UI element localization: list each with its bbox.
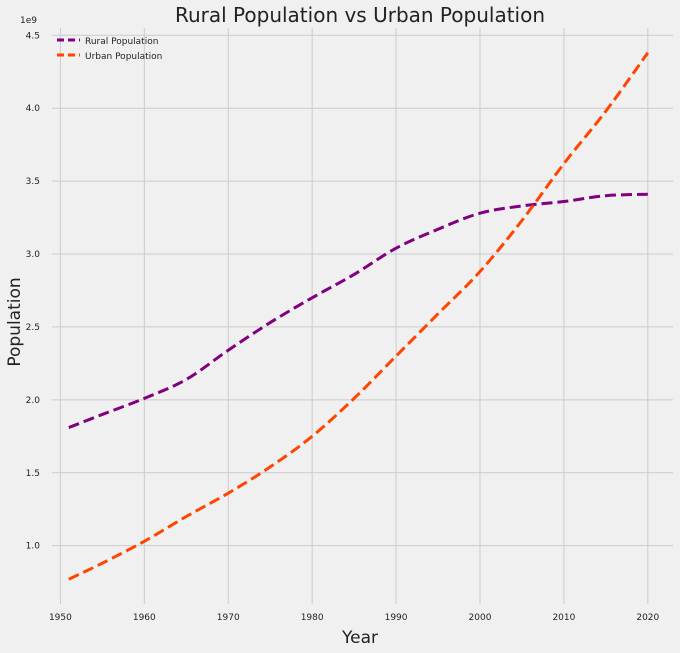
x-tick-label: 2010 [552, 613, 575, 623]
y-tick-label: 1.0 [26, 542, 41, 552]
y-tick-label: 4.5 [26, 31, 40, 41]
series-line-rural-population [68, 192, 648, 429]
y-axis-label: Population [5, 277, 25, 366]
y-tick-label: 2.5 [26, 323, 40, 333]
x-tick-label: 2020 [636, 613, 659, 623]
x-tick-label: 1990 [385, 613, 408, 623]
tick-labels: 1950 1960 1970 1980 1990 2000 2010 2020 1.0 1.5 2.… [26, 31, 660, 623]
x-tick-label: 1980 [301, 613, 324, 623]
x-tick-label: 1970 [217, 613, 240, 623]
legend-label-rural: Rural Population [85, 37, 158, 47]
grid [52, 28, 673, 604]
series-lines [68, 51, 650, 581]
y-offset-label: 1e9 [20, 16, 37, 26]
x-tick-label: 1950 [49, 613, 72, 623]
x-axis-label: Year [341, 628, 378, 648]
chart-title: Rural Population vs Urban Population [175, 3, 545, 27]
legend: Rural Population Urban Population [57, 37, 162, 62]
x-tick-label: 2000 [469, 613, 492, 623]
series-line-urban-population [68, 51, 650, 581]
legend-label-urban: Urban Population [85, 52, 162, 62]
x-tick-label: 1960 [133, 613, 156, 623]
y-tick-label: 1.5 [26, 469, 40, 479]
y-tick-label: 2.0 [26, 396, 41, 406]
y-tick-label: 3.5 [26, 177, 40, 187]
y-tick-label: 4.0 [26, 104, 41, 114]
y-tick-label: 3.0 [26, 250, 41, 260]
